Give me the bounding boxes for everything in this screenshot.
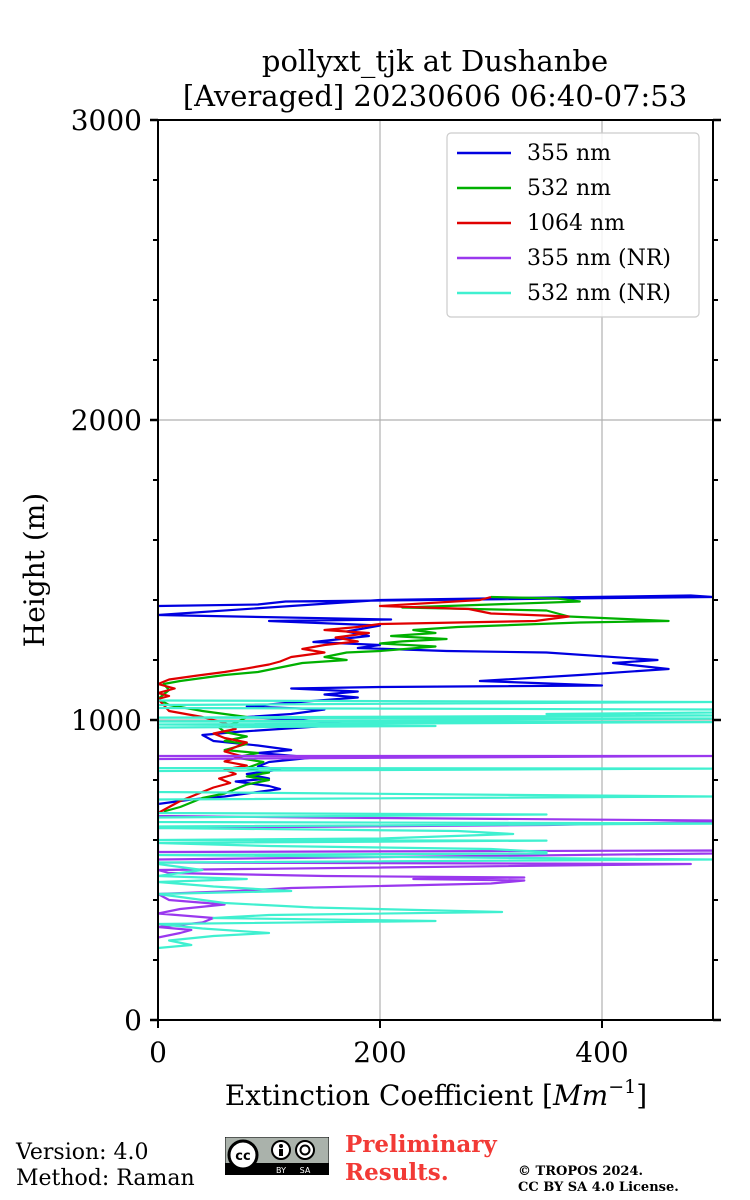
chart-subtitle: [Averaged] 20230606 06:40-07:53 <box>183 79 687 113</box>
preliminary-results: Preliminary Results. <box>345 1131 497 1187</box>
x-axis-label-main: Extinction Coefficient <box>225 1079 534 1112</box>
series-line-4 <box>158 699 713 950</box>
legend-box <box>446 132 700 318</box>
x-tick-label-400: 400 <box>575 1036 628 1069</box>
x-axis-unit-exp: −1 <box>608 1076 636 1098</box>
preliminary-line-2: Results. <box>345 1159 449 1186</box>
method-line: Method: Raman <box>16 1166 195 1191</box>
plot-frame <box>157 119 714 1021</box>
copyright-line-1: © TROPOS 2024. <box>518 1164 644 1179</box>
x-tick-label-200: 200 <box>353 1036 406 1069</box>
series-group <box>158 594 713 950</box>
chart-title: pollyxt_tjk at Dushanbe <box>262 44 608 79</box>
series-line-1 <box>158 595 670 813</box>
y-tick-label-3000: 3000 <box>71 104 142 137</box>
version-info: Version: 4.0 Method: Raman <box>16 1140 195 1192</box>
x-axis-label: Extinction Coefficient [Mm−1] <box>225 1076 647 1112</box>
legend: 355 nm 532 nm 1064 nm 355 nm (NR) 532 nm (NR… <box>446 132 700 318</box>
y-tick-label-0: 0 <box>124 1004 142 1037</box>
cc-icon <box>227 1139 259 1171</box>
legend-label-0: 355 nm <box>527 141 611 166</box>
x-tick-label-0: 0 <box>149 1036 167 1069</box>
preliminary-line-1: Preliminary <box>345 1131 497 1158</box>
copyright: © TROPOS 2024. CC BY SA 4.0 License. <box>518 1164 679 1196</box>
y-axis-label: Height (m) <box>18 493 51 647</box>
sa-icon <box>295 1140 315 1160</box>
axes <box>157 119 714 1021</box>
legend-label-3: 355 nm (NR) <box>527 246 671 271</box>
series-line-3 <box>158 754 713 939</box>
copyright-line-2: CC BY SA 4.0 License. <box>518 1180 679 1195</box>
version-line: Version: 4.0 <box>16 1140 149 1165</box>
legend-label-4: 532 nm (NR) <box>527 281 671 306</box>
y-tick-label-1000: 1000 <box>71 704 142 737</box>
y-tick-label-2000: 2000 <box>71 404 142 437</box>
legend-label-2: 1064 nm <box>527 211 625 236</box>
series-line-2 <box>158 595 570 814</box>
sa-label: SA <box>300 1166 311 1175</box>
x-axis-unit: Mm <box>552 1079 608 1112</box>
legend-label-1: 532 nm <box>527 176 611 201</box>
ticks: 0 200 400 0 1000 2000 3000 <box>71 104 721 1069</box>
cc-icon-label: cc <box>235 1149 250 1164</box>
cc-license-badge: cc BY SA <box>225 1137 329 1175</box>
by-label: BY <box>276 1166 286 1175</box>
